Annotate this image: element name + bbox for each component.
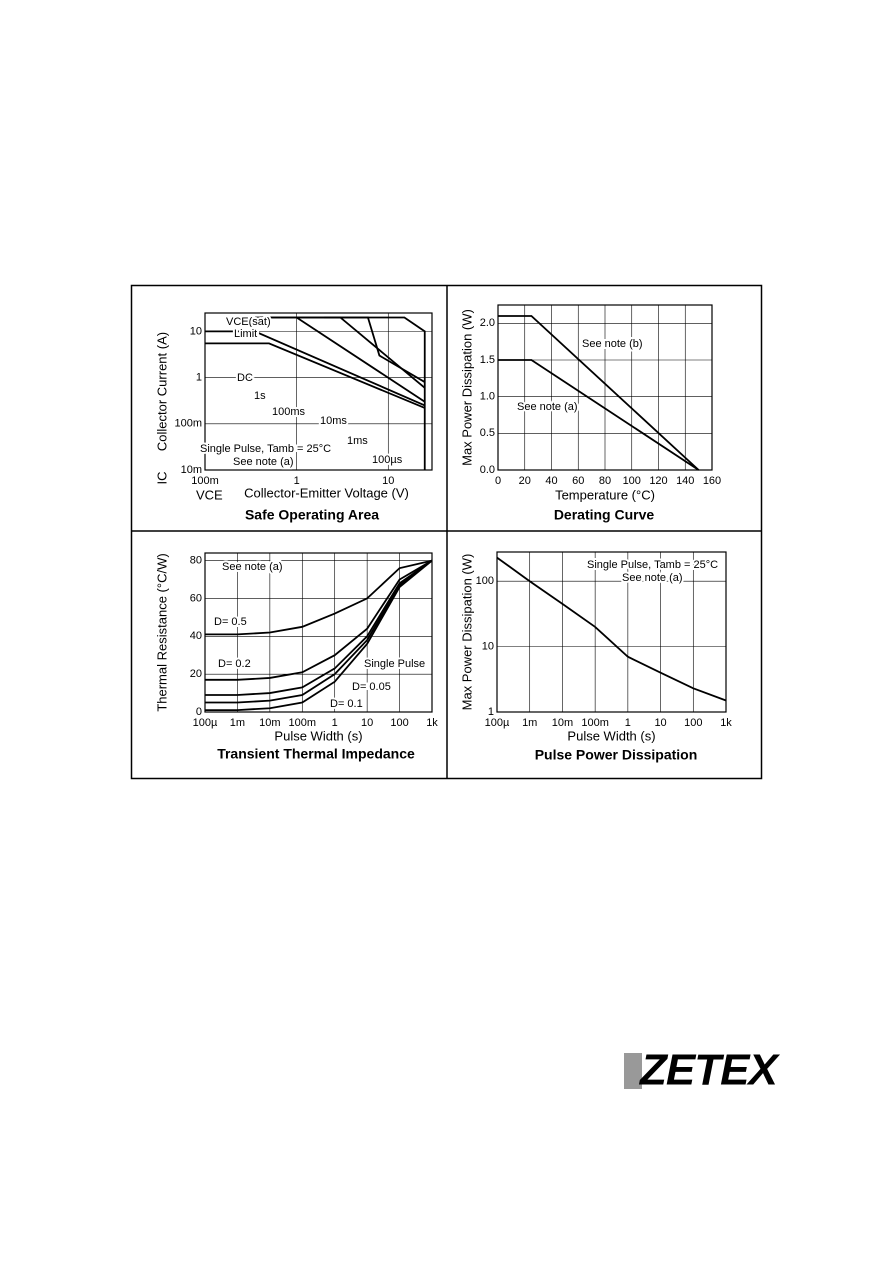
x-tick-label: 100m — [581, 717, 609, 729]
annotation: VCE(sat) — [226, 316, 271, 328]
data-line — [498, 359, 700, 471]
x-tick-label: 40 — [545, 475, 557, 487]
chart-title: Transient Thermal Impedance — [217, 746, 415, 762]
x-tick-label: 100m — [289, 717, 317, 729]
data-line — [248, 316, 426, 403]
x-tick-label: 80 — [599, 475, 611, 487]
x-axis-label: Temperature (°C) — [555, 487, 655, 502]
x-tick-label: 10m — [552, 717, 573, 729]
y-tick-label: 1 — [488, 706, 494, 718]
logo: ZETEX — [638, 1046, 780, 1095]
x-tick-label: 10 — [361, 717, 373, 729]
y-tick-label: 60 — [190, 592, 202, 604]
y-axis-label: Collector Current (A) — [154, 332, 169, 451]
x-tick-label: 100m — [191, 475, 219, 487]
annotation: See note (a) — [622, 572, 683, 584]
chart-title: Derating Curve — [554, 507, 655, 523]
x-tick-label: 160 — [703, 475, 721, 487]
chart-title: Pulse Power Dissipation — [535, 747, 698, 763]
x-tick-label: 1 — [625, 717, 631, 729]
logo-mark — [624, 1053, 642, 1089]
series-label: See note (b) — [582, 338, 643, 350]
y-axis-label: Max Power Dissipation (W) — [459, 309, 474, 466]
x-tick-label: 1 — [294, 475, 300, 487]
x-axis-label: Pulse Width (s) — [274, 728, 362, 743]
data-line — [260, 316, 426, 389]
y-tick-label: 0 — [196, 706, 202, 718]
x-tick-label: 1 — [332, 717, 338, 729]
x-axis-label: Pulse Width (s) — [567, 728, 655, 743]
x-axis-symbol: VCE — [196, 487, 223, 502]
data-line — [205, 330, 426, 407]
annotation: See note (a) — [222, 561, 283, 573]
x-tick-label: 10 — [382, 475, 394, 487]
y-axis-label: Thermal Resistance (°C/W) — [154, 553, 169, 711]
y-tick-label: 2.0 — [480, 317, 495, 329]
series-label: D= 0.05 — [352, 681, 391, 693]
x-tick-label: 100 — [390, 717, 408, 729]
series-label: 1ms — [347, 435, 368, 447]
y-tick-label: 1.5 — [480, 354, 495, 366]
y-tick-label: 100m — [174, 418, 202, 430]
y-tick-label: 10 — [190, 325, 202, 337]
y-tick-label: 80 — [190, 554, 202, 566]
y-axis-symbol: IC — [154, 472, 169, 485]
y-tick-label: 1.0 — [480, 391, 495, 403]
series-label: See note (a) — [517, 401, 578, 413]
x-tick-label: 1k — [426, 717, 438, 729]
annotation: See note (a) — [233, 456, 294, 468]
data-line — [324, 316, 426, 470]
plot-area — [204, 552, 433, 713]
x-tick-label: 120 — [649, 475, 667, 487]
x-tick-label: 100 — [623, 475, 641, 487]
x-tick-label: 0 — [495, 475, 501, 487]
x-tick-label: 140 — [676, 475, 694, 487]
series-label: Single Pulse — [364, 658, 425, 670]
y-tick-label: 40 — [190, 630, 202, 642]
x-tick-label: 10m — [259, 717, 280, 729]
annotation: Single Pulse, Tamb = 25°C — [200, 443, 331, 455]
series-label: 100µs — [372, 454, 403, 466]
y-tick-label: 1 — [196, 371, 202, 383]
x-tick-label: 1m — [230, 717, 245, 729]
data-line — [498, 315, 700, 471]
data-line — [205, 559, 433, 704]
series-label: 1s — [254, 390, 266, 402]
series-label: D= 0.5 — [214, 616, 247, 628]
y-tick-label: 0.0 — [480, 464, 495, 476]
annotation: Single Pulse, Tamb = 25°C — [587, 559, 718, 571]
series-label: 100ms — [272, 406, 306, 418]
y-tick-label: 10m — [181, 464, 202, 476]
y-tick-label: 10 — [482, 641, 494, 653]
data-line — [205, 559, 433, 712]
x-tick-label: 10 — [654, 717, 666, 729]
y-tick-label: 20 — [190, 668, 202, 680]
x-tick-label: 100 — [684, 717, 702, 729]
data-line — [205, 559, 433, 636]
y-tick-label: 0.5 — [480, 427, 495, 439]
data-line — [205, 342, 426, 409]
chart-title: Safe Operating Area — [245, 507, 379, 523]
x-axis-label: Collector-Emitter Voltage (V) — [244, 485, 409, 500]
x-tick-label: 20 — [519, 475, 531, 487]
x-tick-label: 100µ — [193, 717, 218, 729]
y-tick-label: 100 — [476, 575, 494, 587]
series-label: D= 0.1 — [330, 698, 363, 710]
x-tick-label: 60 — [572, 475, 584, 487]
data-line — [205, 559, 433, 681]
x-tick-label: 1k — [720, 717, 732, 729]
series-label: D= 0.2 — [218, 658, 251, 670]
x-tick-label: 100µ — [485, 717, 510, 729]
series-label: DC — [237, 372, 253, 384]
y-axis-label: Max Power Dissipation (W) — [459, 554, 474, 711]
data-line — [496, 556, 727, 702]
annotation: Limit — [234, 328, 257, 340]
x-tick-label: 1m — [522, 717, 537, 729]
data-line — [205, 559, 433, 696]
series-label: 10ms — [320, 415, 347, 427]
